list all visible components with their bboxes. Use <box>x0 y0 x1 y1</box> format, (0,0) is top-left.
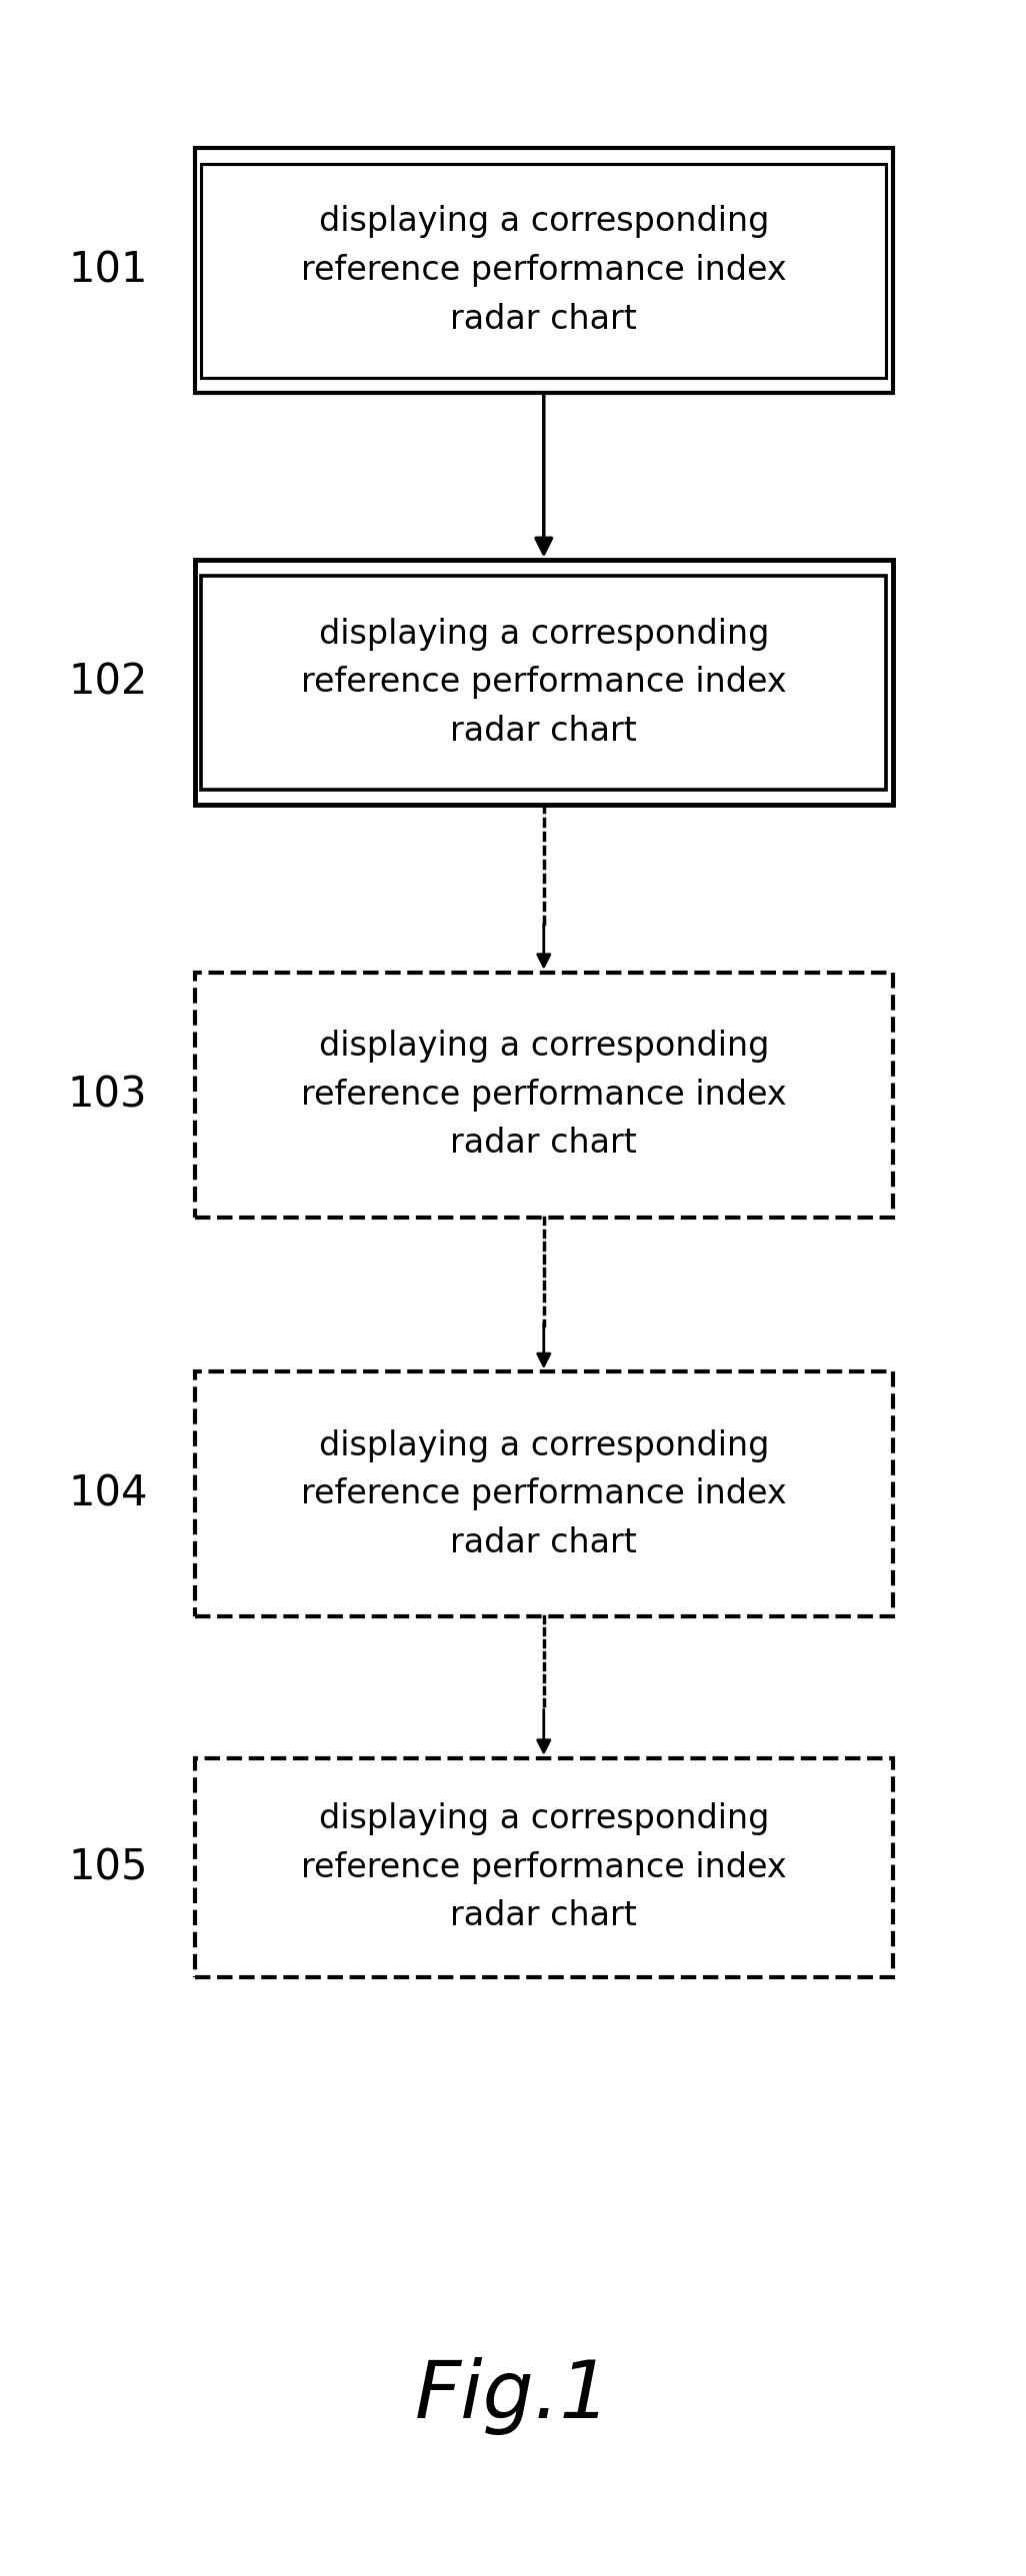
Text: 103: 103 <box>68 1074 148 1115</box>
Text: displaying a corresponding
reference performance index
radar chart: displaying a corresponding reference per… <box>301 206 787 335</box>
Text: 101: 101 <box>68 250 148 291</box>
Bar <box>195 147 893 392</box>
Text: Fig.1: Fig.1 <box>415 2357 611 2434</box>
Bar <box>195 1759 893 1978</box>
Bar <box>195 562 893 804</box>
Text: displaying a corresponding
reference performance index
radar chart: displaying a corresponding reference per… <box>301 1430 787 1558</box>
Bar <box>195 974 893 1218</box>
Text: displaying a corresponding
reference performance index
radar chart: displaying a corresponding reference per… <box>301 1030 787 1159</box>
Text: 104: 104 <box>68 1473 148 1515</box>
Bar <box>195 1370 893 1618</box>
Text: displaying a corresponding
reference performance index
radar chart: displaying a corresponding reference per… <box>301 1803 787 1932</box>
Text: 105: 105 <box>68 1847 148 1888</box>
Bar <box>201 165 886 376</box>
Text: 102: 102 <box>68 662 148 703</box>
Bar <box>201 577 886 791</box>
Text: displaying a corresponding
reference performance index
radar chart: displaying a corresponding reference per… <box>301 618 787 747</box>
